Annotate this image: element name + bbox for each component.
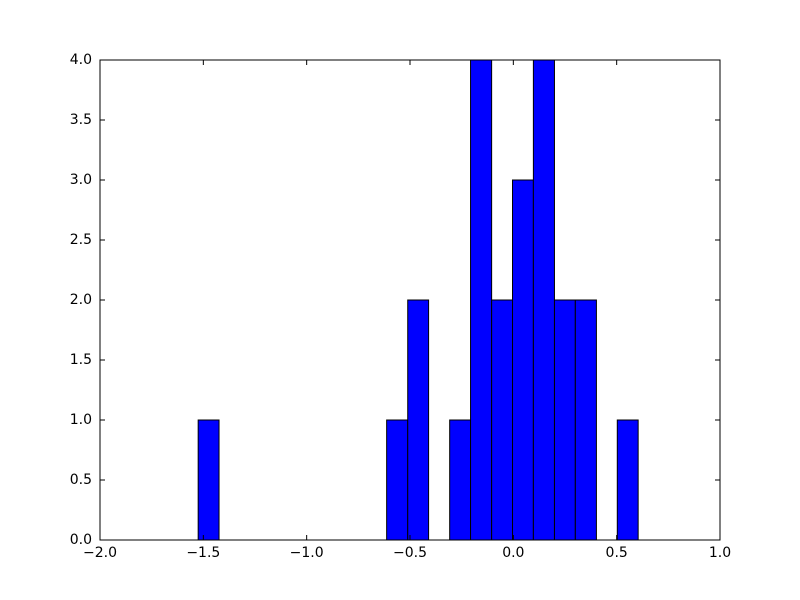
x-tick-label: −0.5	[393, 545, 427, 561]
x-tick-label: 0.0	[502, 545, 524, 561]
y-tick-label: 1.0	[70, 412, 92, 428]
bar	[386, 419, 409, 541]
y-tick-label: 0.0	[70, 532, 92, 548]
y-tick-label: 3.5	[70, 112, 92, 128]
bar	[616, 419, 639, 541]
y-tick-label: 2.5	[70, 232, 92, 248]
y-tick-label: 3.0	[70, 172, 92, 188]
x-tick-label: 0.5	[606, 545, 628, 561]
bar	[491, 299, 514, 541]
x-tick-label: 1.0	[709, 545, 731, 561]
bar	[553, 299, 576, 541]
bar	[470, 59, 493, 541]
bar	[407, 299, 430, 541]
x-tick-label: −1.0	[290, 545, 324, 561]
bar	[449, 419, 472, 541]
y-tick-label: 0.5	[70, 472, 92, 488]
x-tick-label: −2.0	[83, 545, 117, 561]
bar	[532, 59, 555, 541]
bar	[512, 179, 534, 541]
bar	[197, 419, 220, 541]
x-tick-label: −1.5	[186, 545, 220, 561]
bar	[574, 299, 597, 541]
y-tick-label: 4.0	[70, 52, 92, 68]
y-tick-label: 1.5	[70, 352, 92, 368]
y-tick-label: 2.0	[70, 292, 92, 308]
